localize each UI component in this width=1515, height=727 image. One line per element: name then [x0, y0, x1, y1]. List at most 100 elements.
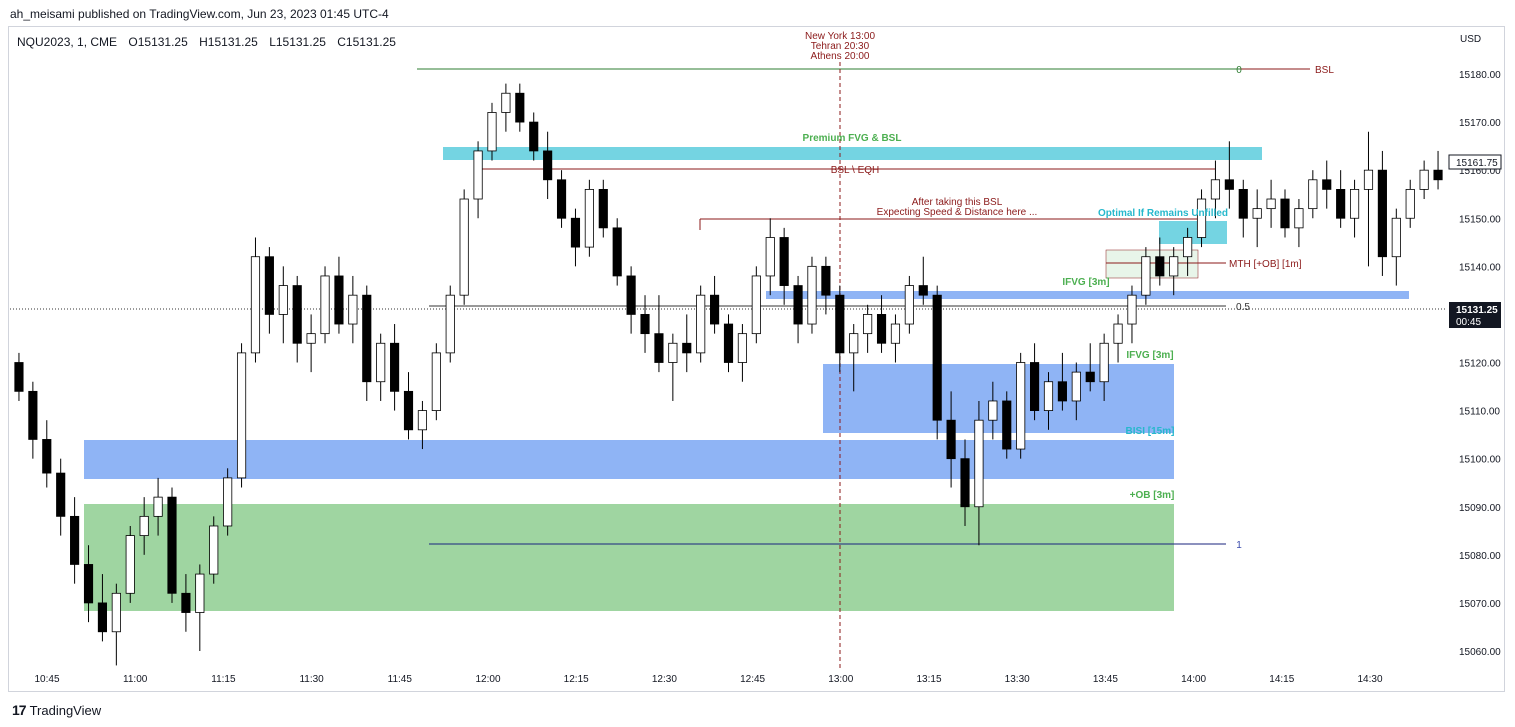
- candle-body: [710, 294, 720, 325]
- footer-brand[interactable]: 17 TradingView: [12, 702, 101, 718]
- candle-body: [1405, 188, 1415, 219]
- x-tick-label: 14:15: [1269, 674, 1294, 685]
- candle-body: [988, 400, 998, 421]
- candle-body: [1002, 400, 1012, 450]
- high-tag-box: [1448, 154, 1502, 170]
- chart-frame[interactable]: [8, 26, 1505, 692]
- candle-body: [946, 419, 956, 460]
- x-tick-label: 11:00: [123, 674, 148, 685]
- candle-body: [97, 602, 108, 633]
- x-tick-label: 12:30: [652, 674, 677, 685]
- candle-body: [1155, 256, 1165, 277]
- candle-body: [876, 314, 887, 344]
- candle-body: [807, 265, 817, 325]
- candle-body: [70, 515, 80, 565]
- price-tag-countdown: 00:45: [1456, 317, 1481, 328]
- mth-ob-zone: [1105, 249, 1199, 279]
- high-tag-value: 15161.75: [1456, 158, 1498, 169]
- candle-body: [181, 592, 191, 613]
- candle-body: [612, 227, 622, 277]
- price-tag-value: 15131.25: [1456, 305, 1498, 316]
- candle-body: [14, 362, 24, 392]
- candle-body: [209, 525, 219, 575]
- premium-fvg-zone: [443, 147, 1262, 160]
- x-tick-label: 11:45: [388, 674, 413, 685]
- session-tehran-label: Tehran 20:30: [811, 41, 870, 52]
- y-tick-label: 15110.00: [1459, 407, 1500, 418]
- y-tick-label: 15070.00: [1459, 599, 1501, 610]
- candle-body: [1322, 179, 1332, 190]
- y-tick-label: 15090.00: [1459, 503, 1501, 514]
- publish-info: ah_meisami published on TradingView.com,…: [10, 7, 389, 21]
- candle-body: [668, 342, 678, 363]
- candle-body: [42, 439, 52, 474]
- x-tick-label: 12:00: [475, 674, 500, 685]
- candle-body: [1057, 381, 1067, 402]
- candle-body: [1183, 237, 1193, 258]
- session-ny-label: New York 13:00: [805, 31, 875, 42]
- candle-body: [139, 515, 149, 536]
- candle-body: [1169, 256, 1179, 277]
- candle-body: [529, 121, 539, 152]
- y-tick-label: 15080.00: [1459, 551, 1501, 562]
- candle-body: [1141, 256, 1151, 296]
- bsl-label: BSL: [1315, 65, 1334, 76]
- candle-body: [626, 275, 636, 315]
- candle-body: [863, 314, 873, 335]
- x-tick-label: 12:45: [740, 674, 765, 685]
- candle-body: [1363, 169, 1374, 190]
- ob-3m-zone: [84, 504, 1174, 611]
- candle-body: [890, 323, 901, 344]
- candle-body: [417, 410, 427, 431]
- candle-body: [1377, 169, 1387, 258]
- candle-body: [473, 150, 483, 200]
- candle-body: [779, 237, 789, 286]
- y-tick-label: 15170.00: [1459, 118, 1501, 129]
- x-tick-label: 13:00: [828, 674, 853, 685]
- bisi-label: BISI [15m]: [1126, 426, 1175, 437]
- ifvg-3m-zone: [823, 364, 1174, 433]
- candle-body: [765, 237, 775, 277]
- candle-body: [1294, 208, 1304, 229]
- candle-body: [195, 573, 205, 613]
- candle-body: [306, 333, 316, 344]
- candle-body: [1196, 198, 1207, 238]
- candle-body: [1349, 188, 1360, 219]
- candle-body: [223, 477, 233, 527]
- time-axis[interactable]: 10:45 11:00 11:15 11:30 11:45 12:00 12:15 12:30…: [34, 674, 1382, 685]
- candle-body: [904, 285, 914, 325]
- candle-body: [1308, 179, 1318, 210]
- candle-body: [236, 352, 247, 479]
- candle-body: [696, 294, 706, 354]
- candle-body: [849, 333, 859, 354]
- fib-05-label: 0.5: [1236, 302, 1250, 313]
- ohlc-high: H15131.25: [199, 35, 258, 49]
- candle-body: [56, 472, 66, 517]
- fib-0-label: 0: [1236, 65, 1242, 76]
- fib-1-label: 1: [1236, 540, 1242, 551]
- ifvg-small-zone: [766, 291, 1409, 299]
- y-tick-label: 15060.00: [1459, 647, 1501, 658]
- candle-body: [974, 419, 984, 508]
- expect-label: Expecting Speed & Distance here ...: [877, 207, 1038, 218]
- candle-body: [723, 323, 734, 363]
- y-tick-label: 15140.00: [1459, 262, 1501, 273]
- candle-body: [264, 256, 274, 315]
- x-tick-label: 12:15: [564, 674, 589, 685]
- bisi-15m-zone: [84, 440, 1174, 479]
- candle-body: [1016, 362, 1026, 450]
- candle-body: [1391, 217, 1401, 258]
- candle-body: [167, 496, 177, 594]
- after-bsl-label: After taking this BSL: [912, 197, 1003, 208]
- candle-body: [1043, 381, 1054, 411]
- footer-brand-label: TradingView: [29, 702, 102, 718]
- x-tick-label: 14:00: [1181, 674, 1206, 685]
- candle-body: [1224, 179, 1234, 190]
- symbol-name[interactable]: NQU2023, 1, CME: [17, 35, 118, 49]
- candle-body: [1266, 198, 1276, 210]
- candle-body: [125, 535, 135, 594]
- candle-body: [1030, 362, 1040, 411]
- candle-body: [390, 342, 400, 392]
- ifvg-small-label: IFVG [3m]: [1062, 277, 1109, 288]
